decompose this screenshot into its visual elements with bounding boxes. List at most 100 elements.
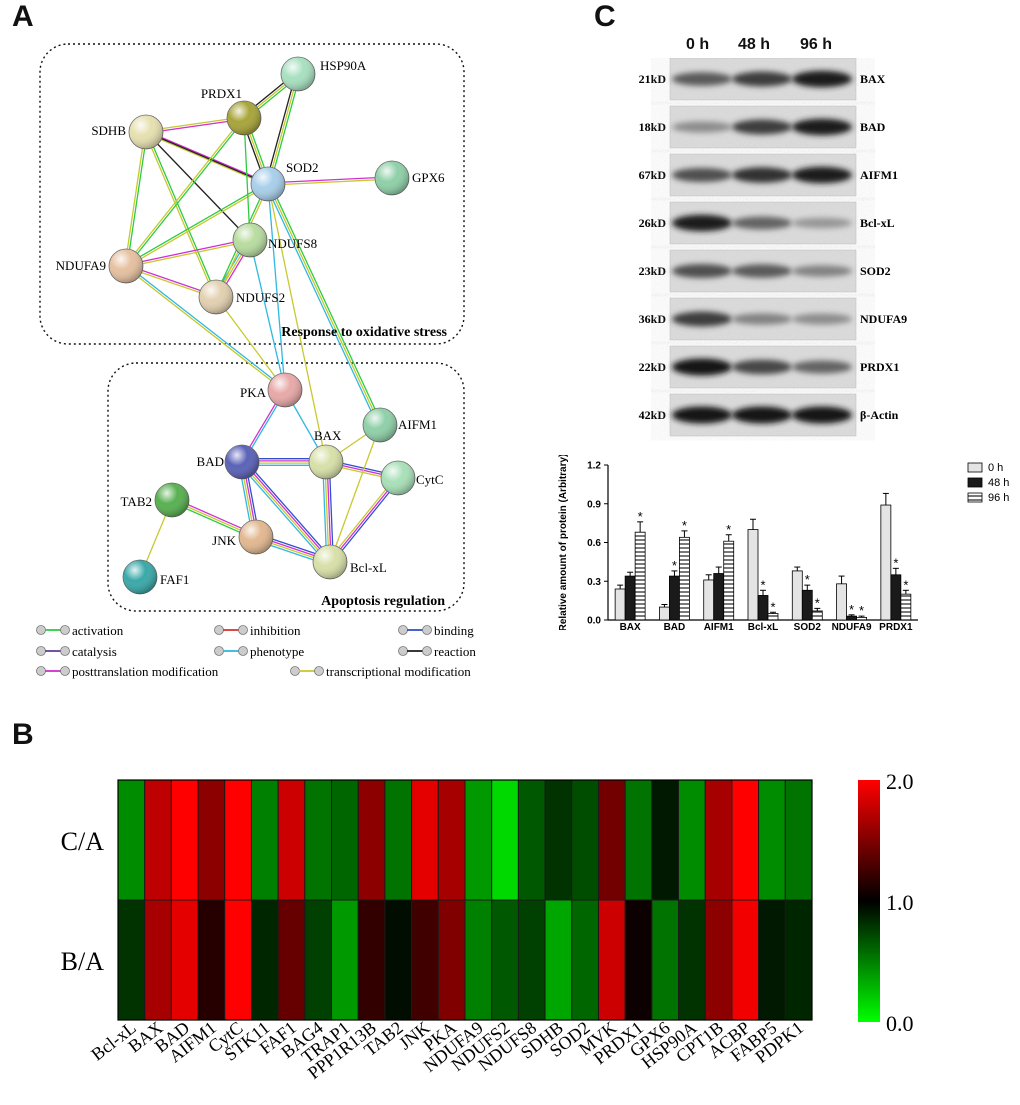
y-tick-label: 0.6 — [587, 538, 601, 549]
legend-item-0-h: 0 h — [967, 462, 1003, 474]
expression-heatmap: C/AB/ABcl-xLBAXBADAIFM1CytCSTK11FAF1BAG4… — [61, 769, 914, 1083]
heatmap-cell-c-a-bax — [144, 779, 172, 901]
blot-band — [792, 360, 852, 374]
protein-label: BAX — [860, 72, 886, 86]
colorbar-tick-label: 2.0 — [886, 769, 914, 794]
legend-node-icon — [60, 666, 70, 676]
bar-bax-48-h — [624, 575, 636, 621]
heatmap-cell-c-a-pdpk1 — [784, 779, 813, 901]
legend-label: 48 h — [988, 477, 1009, 489]
blot-band — [732, 264, 792, 278]
heatmap-cell-c-a-ndufa9 — [464, 779, 493, 901]
protein-label: SOD2 — [860, 264, 891, 278]
heatmap-cell-c-a-acbp — [731, 779, 760, 901]
node-label: PKA — [240, 385, 267, 400]
molecular-weight: 22kD — [639, 360, 667, 374]
significance-mark: * — [760, 577, 765, 592]
node-ndufa9[interactable]: NDUFA9 — [56, 248, 144, 284]
blot-band — [672, 168, 732, 182]
node-sod2[interactable]: SOD2 — [250, 160, 319, 202]
heatmap-cell-b-a-mvk — [597, 899, 626, 1021]
node-cytc[interactable]: CytC — [380, 460, 443, 496]
blot-row-bad: 18kD BAD — [639, 105, 886, 149]
node-label: FAF1 — [160, 572, 189, 587]
blot-band — [732, 216, 792, 230]
blot-band — [672, 406, 732, 424]
heatmap-cell-b-a-prdx1 — [624, 899, 653, 1021]
legend-item-inhibition: inhibition — [214, 623, 301, 638]
blot-band — [672, 72, 732, 86]
blot-band — [672, 214, 732, 232]
legend-item-96-h: 96 h — [967, 492, 1009, 504]
heatmap-cell-b-a-bcl-xl — [117, 899, 146, 1021]
edge-ndufa9-ndufs8 — [125, 238, 251, 268]
legend-item-activation: activation — [36, 623, 124, 638]
heatmap-cell-c-a-ppp1r13b — [357, 779, 386, 901]
bar-bad-0-h — [659, 606, 670, 621]
node-bad[interactable]: BAD — [197, 444, 260, 480]
significance-mark: * — [815, 595, 820, 610]
blot-row-sod2: 23kD SOD2 — [639, 249, 891, 293]
x-tick-label: NDUFA9 — [832, 622, 872, 630]
node-bcl-xl[interactable]: Bcl-xL — [312, 544, 387, 580]
edge-sdhb-ndufs8 — [145, 131, 251, 241]
heatmap-cell-b-a-aifm1 — [197, 899, 226, 1021]
node-prdx1[interactable]: PRDX1 — [201, 86, 262, 136]
node-sdhb[interactable]: SDHB — [91, 114, 164, 150]
edge-sdhb-ndufs2 — [144, 131, 218, 298]
blot-band — [732, 313, 792, 325]
legend-node-icon — [238, 646, 248, 656]
node-label: PRDX1 — [201, 86, 242, 101]
colorbar-tick-label: 0.0 — [886, 1011, 914, 1036]
heatmap-cell-c-a-mvk — [597, 779, 626, 901]
node-aifm1[interactable]: AIFM1 — [362, 407, 437, 443]
significance-mark: * — [893, 555, 898, 570]
blot-band — [672, 358, 732, 376]
heatmap-cell-b-a-tab2 — [384, 899, 413, 1021]
heatmap-cell-b-a-acbp — [731, 899, 760, 1021]
legend-item-reaction: reaction — [398, 644, 476, 659]
heatmap-cell-c-a-trap1 — [331, 779, 359, 901]
legend-node-icon — [398, 625, 408, 635]
edge-prdx1-ndufs8 — [243, 117, 251, 241]
legend-item-binding: binding — [398, 623, 474, 638]
legend-node-icon — [60, 646, 70, 656]
bar-sod2-0-h — [791, 570, 803, 621]
node-label: Bcl-xL — [350, 560, 387, 575]
node-bax[interactable]: BAX — [308, 428, 344, 480]
heatmap-cell-b-a-bad — [170, 899, 199, 1021]
edge-ndufa9-sod2 — [125, 182, 269, 268]
significance-mark: * — [859, 603, 864, 618]
significance-mark: * — [726, 522, 731, 537]
legend-item-transcriptional-modification: transcriptional modification — [290, 664, 471, 679]
node-jnk[interactable]: JNK — [212, 519, 274, 555]
blot-band — [792, 313, 852, 325]
heatmap-cell-b-a-sod2 — [571, 899, 599, 1021]
significance-mark: * — [638, 509, 643, 524]
legend-label: activation — [72, 623, 124, 638]
node-tab2[interactable]: TAB2 — [121, 482, 190, 518]
heatmap-cell-b-a-ndufs2 — [491, 899, 519, 1021]
blot-band — [732, 119, 792, 135]
heatmap-cell-c-a-faf1 — [277, 779, 306, 901]
x-tick-label: SOD2 — [794, 622, 822, 630]
node-pka[interactable]: PKA — [240, 372, 303, 408]
legend-node-icon — [60, 625, 70, 635]
legend-label: catalysis — [72, 644, 117, 659]
node-ndufs8[interactable]: NDUFS8 — [232, 222, 317, 258]
group-label-apoptosis: Apoptosis regulation — [321, 594, 445, 609]
western-blot: 21kD BAX 18kD BAD 67kD AIFM1 26kD Bcl-xL 23kD SOD… — [639, 58, 907, 437]
node-hsp90a[interactable]: HSP90A — [280, 56, 367, 92]
heatmap-cell-c-a-bad — [170, 779, 199, 901]
heatmap-cell-b-a-gpx6 — [651, 899, 680, 1021]
node-gpx6[interactable]: GPX6 — [374, 160, 445, 196]
node-label: TAB2 — [121, 494, 152, 509]
node-faf1[interactable]: FAF1 — [122, 559, 189, 595]
blot-row-aifm1: 67kD AIFM1 — [639, 153, 898, 197]
node-ndufs2[interactable]: NDUFS2 — [198, 279, 285, 315]
bar-aifm1-0-h — [703, 579, 715, 621]
legend-node-icon — [36, 666, 46, 676]
protein-bar-chart: 0.0 0.3 0.6 0.9 1.2 Relative amount of protei… — [558, 455, 1009, 630]
blot-band — [732, 406, 792, 424]
